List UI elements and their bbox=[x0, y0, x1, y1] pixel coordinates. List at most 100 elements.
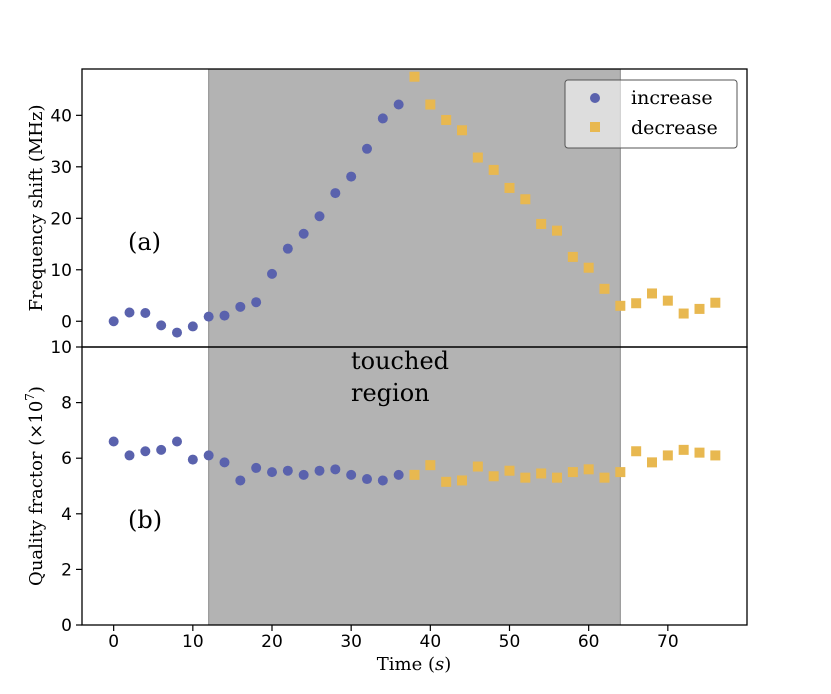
decrease-point bbox=[678, 308, 689, 319]
xtick-label: 70 bbox=[657, 632, 679, 652]
decrease-point bbox=[441, 476, 452, 487]
decrease-point bbox=[583, 464, 594, 475]
decrease-point bbox=[710, 450, 721, 461]
decrease-point bbox=[488, 164, 499, 175]
bottom-panel-markers bbox=[108, 436, 721, 487]
increase-point bbox=[362, 474, 372, 485]
ytick-label: 20 bbox=[50, 209, 72, 229]
decrease-point bbox=[647, 457, 657, 468]
ytick-label: 40 bbox=[50, 106, 72, 126]
decrease-point bbox=[472, 152, 483, 163]
decrease-point bbox=[694, 303, 705, 314]
increase-point bbox=[187, 321, 198, 332]
ytick-label: 0 bbox=[61, 616, 72, 636]
increase-point bbox=[346, 469, 357, 480]
decrease-point bbox=[520, 194, 531, 205]
decrease-point bbox=[710, 297, 721, 308]
xtick-label: 30 bbox=[340, 632, 362, 652]
increase-point bbox=[377, 113, 388, 124]
decrease-point bbox=[504, 182, 515, 193]
top-panel-markers bbox=[108, 71, 721, 338]
increase-point bbox=[346, 171, 357, 182]
decrease-point bbox=[552, 225, 562, 236]
decrease-point bbox=[488, 471, 499, 482]
panel-b-label: (b) bbox=[128, 506, 162, 534]
increase-point bbox=[330, 464, 341, 475]
legend-decrease-marker bbox=[590, 122, 600, 132]
bottom-panel-ticks: 0 2 4 6 8 10 0 10 20 30 40 50 60 70 bbox=[50, 338, 678, 652]
increase-point bbox=[203, 311, 214, 322]
top-panel-yticks: 0 10 20 30 40 bbox=[50, 106, 82, 332]
ytick-label: 10 bbox=[50, 338, 72, 358]
xtick-label: 40 bbox=[420, 632, 442, 652]
increase-point bbox=[377, 475, 388, 486]
decrease-point bbox=[536, 468, 547, 479]
decrease-point bbox=[504, 465, 515, 476]
ytick-label: 0 bbox=[61, 312, 72, 332]
increase-point bbox=[124, 450, 135, 461]
legend: increase decrease bbox=[564, 79, 738, 149]
decrease-point bbox=[520, 472, 531, 483]
decrease-point bbox=[457, 125, 467, 136]
decrease-point bbox=[694, 447, 705, 458]
increase-point bbox=[140, 308, 151, 319]
increase-point bbox=[108, 316, 119, 327]
increase-point bbox=[314, 211, 325, 222]
ytick-label: 30 bbox=[50, 158, 72, 178]
increase-point bbox=[298, 469, 309, 480]
increase-point bbox=[267, 268, 277, 279]
xtick-label: 50 bbox=[499, 632, 521, 652]
increase-point bbox=[235, 301, 246, 312]
decrease-point bbox=[662, 450, 673, 461]
increase-point bbox=[172, 436, 182, 447]
decrease-point bbox=[425, 99, 436, 110]
decrease-point bbox=[615, 300, 626, 311]
increase-point bbox=[251, 297, 262, 308]
ytick-label: 6 bbox=[61, 449, 72, 469]
decrease-point bbox=[599, 283, 610, 294]
xtick-label: 10 bbox=[182, 632, 204, 652]
decrease-point bbox=[567, 467, 578, 478]
decrease-point bbox=[615, 467, 626, 478]
decrease-point bbox=[647, 288, 657, 299]
legend-box bbox=[564, 79, 738, 149]
decrease-point bbox=[536, 218, 547, 229]
xtick-label: 0 bbox=[108, 632, 119, 652]
increase-point bbox=[298, 228, 309, 239]
increase-point bbox=[172, 327, 182, 338]
increase-point bbox=[314, 465, 325, 476]
bottom-ylabel: Quality fractor (×107) bbox=[23, 386, 47, 586]
legend-increase-marker bbox=[590, 93, 600, 103]
decrease-point bbox=[678, 444, 689, 455]
decrease-point bbox=[425, 460, 436, 471]
ytick-label: 8 bbox=[61, 394, 72, 414]
touched-region-shade-top bbox=[208, 68, 621, 348]
region-label-line1: touched bbox=[351, 347, 449, 375]
panel-a-label: (a) bbox=[128, 228, 161, 256]
xtick-label: 20 bbox=[261, 632, 283, 652]
bottom-panel-frame bbox=[81, 346, 748, 626]
decrease-point bbox=[472, 461, 483, 472]
region-label-line2: region bbox=[351, 379, 430, 407]
increase-point bbox=[362, 143, 372, 154]
decrease-point bbox=[457, 475, 467, 486]
decrease-point bbox=[631, 446, 642, 457]
increase-point bbox=[282, 465, 293, 476]
increase-point bbox=[267, 467, 277, 478]
ytick-label: 10 bbox=[50, 261, 72, 281]
increase-point bbox=[187, 454, 198, 465]
decrease-point bbox=[583, 262, 594, 273]
ytick-label: 4 bbox=[61, 505, 72, 525]
increase-point bbox=[251, 462, 262, 473]
increase-point bbox=[235, 475, 246, 486]
increase-point bbox=[124, 307, 135, 318]
decrease-point bbox=[631, 298, 642, 309]
increase-point bbox=[282, 243, 293, 254]
increase-point bbox=[156, 320, 167, 331]
xtick-label: 60 bbox=[578, 632, 600, 652]
increase-point bbox=[393, 99, 404, 110]
decrease-point bbox=[409, 71, 420, 82]
increase-point bbox=[203, 450, 214, 461]
ytick-label: 2 bbox=[61, 560, 72, 580]
touched-region-shade-bottom bbox=[208, 346, 621, 626]
